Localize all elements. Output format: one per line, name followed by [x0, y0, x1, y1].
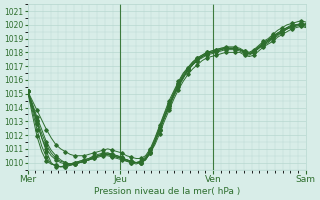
- X-axis label: Pression niveau de la mer( hPa ): Pression niveau de la mer( hPa ): [93, 187, 240, 196]
